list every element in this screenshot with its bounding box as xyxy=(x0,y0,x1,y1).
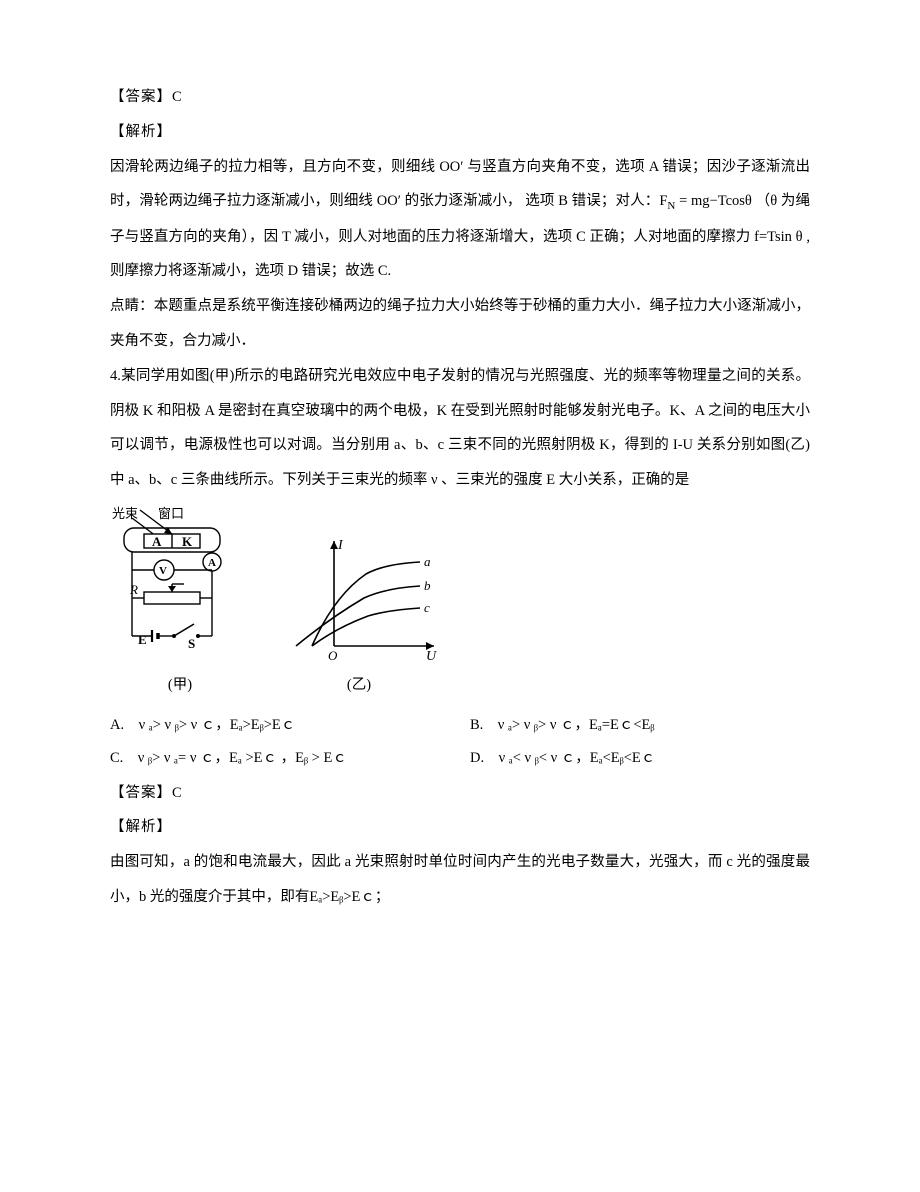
curve-c-label: c xyxy=(424,600,430,615)
circuit-svg: 光束 窗口 A K A xyxy=(110,506,250,666)
caption-circuit: (甲) xyxy=(168,668,192,703)
q4-stem: 4.某同学用如图(甲)所示的电路研究光电效应中电子发射的情况与光照强度、光的频率… xyxy=(110,359,810,498)
document-page: 【答案】C 【解析】 因滑轮两边绳子的拉力相等，且方向不变，则细线 OO′ 与竖… xyxy=(0,0,920,975)
curve-a-label: a xyxy=(424,554,431,569)
q4-number: 4. xyxy=(110,368,121,384)
voltmeter-label: V xyxy=(159,565,167,577)
q4-analysis-label: 【解析】 xyxy=(110,810,810,845)
option-A: A. ν ₐ> ν ᵦ> ν ｃ，Eₐ>Eᵦ>Eｃ xyxy=(110,709,470,742)
axis-U-label: U xyxy=(426,649,437,664)
battery-label: E xyxy=(138,632,147,647)
q3-analysis-label: 【解析】 xyxy=(110,115,810,150)
label-window: 窗口 xyxy=(158,506,184,521)
electrode-A: A xyxy=(152,534,162,549)
q4-figures: 光束 窗口 A K A xyxy=(110,506,810,703)
q4-stem-text: 某同学用如图(甲)所示的电路研究光电效应中电子发射的情况与光照强度、光的频率等物… xyxy=(110,368,810,488)
curve-b-label: b xyxy=(424,578,431,593)
ammeter-label: A xyxy=(208,557,216,569)
switch-label: S xyxy=(188,636,195,651)
graph-svg: I U O a b c xyxy=(274,526,444,666)
axis-I-label: I xyxy=(337,538,344,553)
q3-tip: 点睛：本题重点是系统平衡连接砂桶两边的绳子拉力大小始终等于砂桶的重力大小．绳子拉… xyxy=(110,289,810,359)
option-D: D. ν ₐ< ν ᵦ< ν ｃ，Eₐ<Eᵦ<Eｃ xyxy=(470,742,810,775)
electrode-K: K xyxy=(182,534,193,549)
option-C: C. ν ᵦ> ν ₐ= ν ｃ，Eₐ >Eｃ ，Eᵦ > Eｃ xyxy=(110,742,470,775)
figure-graph: I U O a b c (乙) xyxy=(274,526,444,703)
q4-analysis-body: 由图可知，a 的饱和电流最大，因此 a 光束照射时单位时间内产生的光电子数量大，… xyxy=(110,845,810,915)
resistor-label: R xyxy=(129,582,138,597)
q3-analysis-body: 因滑轮两边绳子的拉力相等，且方向不变，则细线 OO′ 与竖直方向夹角不变，选项 … xyxy=(110,150,810,290)
figure-circuit: 光束 窗口 A K A xyxy=(110,506,250,703)
q4-options: A. ν ₐ> ν ᵦ> ν ｃ，Eₐ>Eᵦ>Eｃ B. ν ₐ> ν ᵦ> ν… xyxy=(110,709,810,776)
caption-graph: (乙) xyxy=(347,668,371,703)
origin-label: O xyxy=(328,648,338,663)
q3-answer: 【答案】C xyxy=(110,80,810,115)
q4-answer: 【答案】C xyxy=(110,776,810,811)
option-B: B. ν ₐ> ν ᵦ> ν ｃ，Eₐ=Eｃ<Eᵦ xyxy=(470,709,810,742)
